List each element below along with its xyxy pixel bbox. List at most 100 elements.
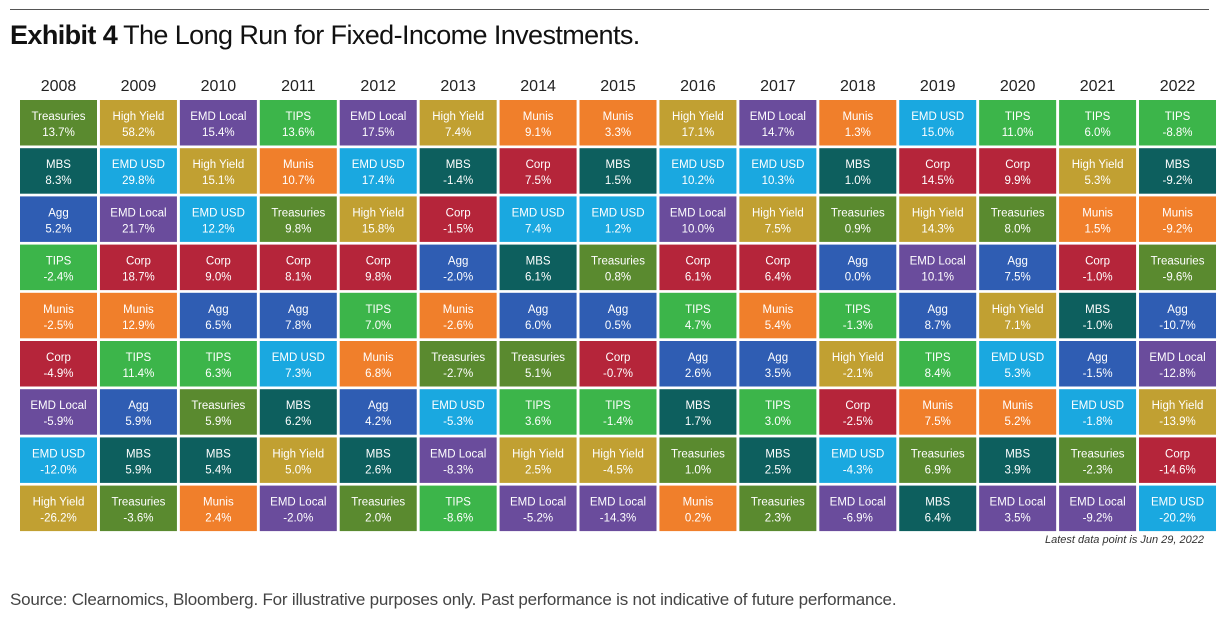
return-cell: Treasuries 0.9% [819, 196, 897, 242]
cell-background [499, 389, 577, 435]
return-value: -2.4% [43, 272, 73, 284]
cell-background [179, 485, 257, 532]
return-cell: EMD USD -4.3% [819, 437, 897, 483]
asset-class-label: MBS [765, 448, 790, 460]
asset-class-label: Treasuries [991, 207, 1045, 219]
cell-background [819, 148, 897, 194]
cell-background [659, 389, 737, 435]
returns-quilt-chart: 2008 2009 2010 2011 2012 2013 2014 2015 2016 2017… [20, 78, 1217, 532]
cell-background [179, 389, 257, 435]
asset-class-label: EMD Local [750, 111, 806, 123]
return-cell: Munis 3.3% [579, 100, 657, 146]
asset-class-label: MBS [1085, 304, 1110, 316]
year-label: 2014 [520, 78, 556, 95]
return-value: 29.8% [122, 175, 155, 187]
cell-background [899, 148, 977, 194]
cell-background [979, 244, 1057, 291]
return-value: 10.0% [682, 223, 715, 235]
cell-background [579, 292, 657, 339]
return-value: -1.5% [443, 223, 473, 235]
return-cell: Agg 5.9% [99, 389, 177, 435]
return-value: 2.5% [765, 464, 791, 476]
asset-class-label: Corp [845, 400, 870, 412]
cell-background [419, 389, 497, 435]
cell-background [419, 244, 497, 291]
cell-background [739, 389, 817, 435]
return-cell: Treasuries -9.6% [1139, 244, 1217, 291]
return-value: 6.0% [525, 320, 551, 332]
asset-class-label: EMD Local [350, 111, 406, 123]
return-cell: Treasuries 2.3% [739, 485, 817, 532]
year-label: 2011 [281, 78, 316, 95]
asset-class-label: TIPS [765, 400, 791, 412]
asset-class-label: Treasuries [431, 352, 485, 364]
return-value: 58.2% [122, 127, 155, 139]
asset-class-label: EMD USD [272, 352, 325, 364]
return-cell: EMD Local 17.5% [339, 100, 417, 146]
year-label: 2009 [121, 78, 157, 95]
cell-background [979, 292, 1057, 339]
asset-class-label: EMD USD [991, 352, 1044, 364]
return-cell: MBS 5.4% [179, 437, 257, 483]
return-cell: MBS 1.0% [819, 148, 897, 194]
asset-class-label: EMD Local [1149, 352, 1205, 364]
return-value: 9.0% [205, 272, 231, 284]
return-cell: EMD Local 10.1% [899, 244, 977, 291]
cell-background [899, 292, 977, 339]
asset-class-label: EMD Local [1069, 497, 1125, 509]
return-value: 21.7% [122, 223, 155, 235]
return-cell: EMD USD -12.0% [20, 437, 97, 483]
return-cell: Corp 6.1% [659, 244, 737, 291]
return-cell: MBS -1.4% [419, 148, 497, 194]
return-value: -12.0% [40, 464, 76, 476]
return-value: 5.9% [125, 464, 151, 476]
asset-class-label: EMD USD [432, 400, 485, 412]
return-cell: High Yield 7.1% [979, 292, 1057, 339]
return-cell: High Yield -4.5% [579, 437, 657, 483]
return-value: -4.3% [843, 464, 873, 476]
asset-class-label: High Yield [272, 448, 324, 460]
cell-background [659, 196, 737, 242]
asset-class-label: Corp [765, 256, 790, 268]
return-value: 14.3% [921, 223, 954, 235]
return-cell: EMD USD 10.2% [659, 148, 737, 194]
asset-class-label: EMD Local [430, 448, 486, 460]
return-cell: EMD USD -20.2% [1139, 485, 1217, 532]
return-value: -1.5% [1083, 368, 1113, 380]
asset-class-label: Agg [528, 304, 548, 316]
asset-class-label: Agg [1007, 256, 1027, 268]
return-value: 2.5% [525, 464, 551, 476]
cell-background [739, 100, 817, 146]
cell-background [899, 196, 977, 242]
return-cell: MBS 6.2% [259, 389, 337, 435]
return-value: 2.4% [205, 513, 231, 525]
asset-class-label: Treasuries [831, 207, 885, 219]
asset-class-label: Corp [126, 256, 151, 268]
asset-class-label: EMD USD [831, 448, 884, 460]
return-cell: TIPS 8.4% [899, 341, 977, 387]
asset-class-label: EMD USD [112, 159, 165, 171]
return-cell: Munis 6.8% [339, 341, 417, 387]
return-cell: EMD USD 5.3% [979, 341, 1057, 387]
asset-class-label: High Yield [192, 159, 244, 171]
return-value: -13.9% [1159, 416, 1195, 428]
return-cell: Corp 7.5% [499, 148, 577, 194]
return-cell: High Yield 5.0% [259, 437, 337, 483]
return-value: 6.2% [285, 416, 311, 428]
asset-class-label: Munis [443, 304, 474, 316]
asset-class-label: MBS [1165, 159, 1190, 171]
cell-background [259, 244, 337, 291]
return-cell: EMD Local -5.2% [499, 485, 577, 532]
return-cell: Treasuries 13.7% [20, 100, 97, 146]
asset-class-label: Agg [688, 352, 708, 364]
asset-class-label: EMD Local [670, 207, 726, 219]
return-value: 13.6% [282, 127, 315, 139]
asset-class-label: High Yield [512, 448, 564, 460]
cell-background [20, 292, 97, 339]
return-cell: High Yield -13.9% [1139, 389, 1217, 435]
return-cell: Agg 3.5% [739, 341, 817, 387]
asset-class-label: Munis [283, 159, 314, 171]
asset-class-label: High Yield [992, 304, 1044, 316]
cell-background [659, 437, 737, 483]
asset-class-label: Agg [1087, 352, 1107, 364]
